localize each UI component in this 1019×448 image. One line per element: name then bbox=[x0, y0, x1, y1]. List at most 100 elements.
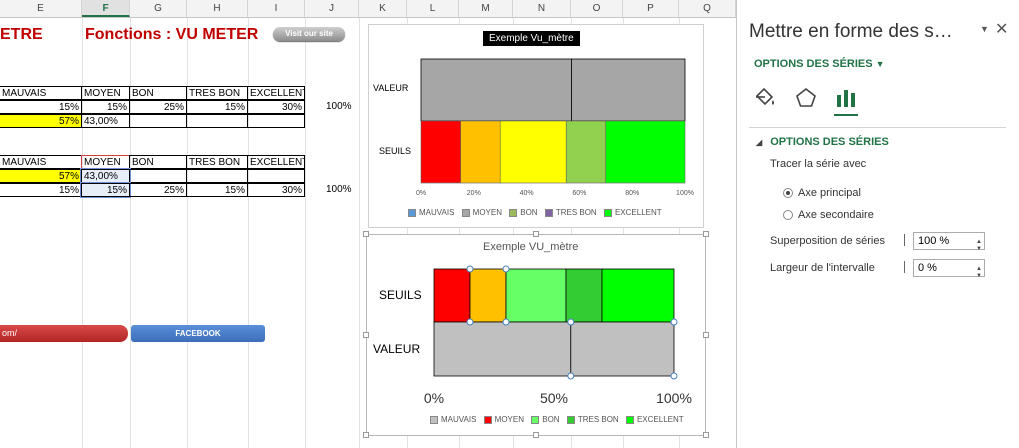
column-header-m[interactable]: M bbox=[459, 0, 513, 17]
table2-total[interactable]: 100% bbox=[326, 184, 352, 195]
column-header-q[interactable]: Q bbox=[679, 0, 736, 17]
website-link-button[interactable]: om/ bbox=[0, 325, 128, 342]
resize-handle[interactable] bbox=[703, 231, 709, 237]
table2-cell[interactable]: 15% bbox=[186, 183, 248, 197]
bar-chart-icon[interactable] bbox=[834, 86, 858, 110]
chart2-selection-handle bbox=[466, 265, 474, 273]
spin-down-icon: ▼ bbox=[976, 246, 982, 252]
table1-cell[interactable] bbox=[247, 114, 305, 128]
column-header-e[interactable]: E bbox=[0, 0, 82, 17]
axis-primary-radio[interactable] bbox=[783, 188, 793, 198]
chevron-down-icon: ▼ bbox=[875, 59, 885, 69]
table1-cell[interactable] bbox=[186, 114, 248, 128]
resize-handle[interactable] bbox=[533, 432, 539, 438]
axis-secondary-radio[interactable] bbox=[783, 210, 793, 220]
table2-header[interactable]: EXCELLENT bbox=[247, 155, 305, 169]
column-header-p[interactable]: P bbox=[623, 0, 679, 17]
axis-secondary-label[interactable]: Axe secondaire bbox=[798, 209, 874, 221]
sheet-title: Fonctions : VU METER bbox=[85, 26, 259, 43]
chart1-legend-entry: EXCELLENT bbox=[599, 208, 662, 217]
resize-handle[interactable] bbox=[533, 231, 539, 237]
chart1-bar-seuils bbox=[499, 120, 567, 184]
series-options-dropdown[interactable]: OPTIONS DES SÉRIES ▼ bbox=[754, 58, 885, 70]
table1-header[interactable]: MOYEN bbox=[81, 86, 130, 100]
resize-handle[interactable] bbox=[703, 432, 709, 438]
chart1-legend: MAUVAIS MOYEN BON TRES BON EXCELLENT bbox=[403, 208, 662, 217]
column-header-o[interactable]: O bbox=[571, 0, 623, 17]
resize-handle[interactable] bbox=[363, 332, 369, 338]
table1-header[interactable]: MAUVAIS bbox=[0, 86, 82, 100]
column-header-f[interactable]: F bbox=[82, 0, 130, 17]
chart2-bar-seuils bbox=[565, 268, 603, 323]
chart2-legend-entry: TRES BON bbox=[562, 415, 619, 424]
chart2-title: Exemple VU_mètre bbox=[483, 241, 579, 253]
chart2-selection-handle bbox=[567, 372, 575, 380]
table1-header[interactable]: BON bbox=[129, 86, 187, 100]
chart1-bar-seuils bbox=[420, 120, 461, 184]
table2-cell-value[interactable]: 57% bbox=[0, 169, 82, 183]
chart2-legend: MAUVAIS MOYEN BON TRES BON EXCELLENT bbox=[425, 415, 684, 424]
column-header-l[interactable]: L bbox=[407, 0, 459, 17]
table1-cell-value[interactable]: 43,00% bbox=[81, 114, 130, 128]
chart-2[interactable]: Exemple VU_mètre SEUILS VALEUR 0% 50% 100%… bbox=[366, 234, 706, 436]
table1-cell[interactable]: 30% bbox=[247, 100, 305, 114]
section-header[interactable]: ◢ OPTIONS DES SÉRIES bbox=[756, 136, 889, 148]
table2-cell[interactable] bbox=[186, 169, 248, 183]
table1-header[interactable]: TRES BON bbox=[186, 86, 248, 100]
table1-cell[interactable]: 15% bbox=[0, 100, 82, 114]
table1-cell-value[interactable]: 57% bbox=[0, 114, 82, 128]
table2-header[interactable]: TRES BON bbox=[186, 155, 248, 169]
chart2-legend-entry: EXCELLENT bbox=[621, 415, 684, 424]
axis-primary-label[interactable]: Axe principal bbox=[798, 187, 861, 199]
resize-handle[interactable] bbox=[363, 231, 369, 237]
close-icon[interactable]: ✕ bbox=[995, 21, 1009, 38]
chart-1[interactable]: Exemple Vu_mètre VALEUR SEUILS 0% 20% 40% 6… bbox=[368, 24, 704, 228]
table2-header[interactable]: MOYEN bbox=[81, 155, 130, 169]
chart2-bar-seuils bbox=[469, 268, 507, 323]
column-header-h[interactable]: H bbox=[187, 0, 248, 17]
resize-handle[interactable] bbox=[703, 332, 709, 338]
table2-header[interactable]: BON bbox=[129, 155, 187, 169]
column-header-j[interactable]: J bbox=[305, 0, 359, 17]
facebook-button[interactable]: FACEBOOK bbox=[131, 325, 265, 342]
table1-header[interactable]: EXCELLENT bbox=[247, 86, 305, 100]
visit-site-button[interactable]: Visit our site bbox=[273, 27, 345, 41]
pentagon-icon[interactable] bbox=[794, 86, 818, 110]
table2-cell[interactable]: 25% bbox=[129, 183, 187, 197]
pane-options-arrow-icon[interactable]: ▼ bbox=[980, 24, 989, 34]
column-header-row: E F G H I J K L M N O P Q bbox=[0, 0, 736, 18]
column-header-g[interactable]: G bbox=[130, 0, 187, 17]
table1-cell[interactable]: 15% bbox=[186, 100, 248, 114]
table2-cell[interactable] bbox=[247, 169, 305, 183]
resize-handle[interactable] bbox=[363, 432, 369, 438]
chart1-category-label: VALEUR bbox=[373, 83, 409, 93]
table2-cell[interactable]: 15% bbox=[80, 182, 131, 198]
chart1-legend-entry: TRES BON bbox=[540, 208, 597, 217]
table1-cell[interactable] bbox=[129, 114, 187, 128]
series-overlap-stepper[interactable]: 100 % ▲ ▼ bbox=[913, 232, 985, 252]
sheet-title-left: ETRE bbox=[0, 26, 43, 43]
chart2-selection-handle bbox=[502, 318, 510, 326]
table2-cell[interactable]: 15% bbox=[0, 183, 82, 197]
table2-cell-value[interactable]: 43,00% bbox=[80, 168, 131, 184]
chart1-tick-label: 60% bbox=[572, 190, 586, 197]
gap-slider-mark[interactable] bbox=[904, 261, 909, 273]
table2-header[interactable]: MAUVAIS bbox=[0, 155, 82, 169]
chart2-bar-seuils bbox=[601, 268, 675, 323]
column-header-k[interactable]: K bbox=[359, 0, 407, 17]
gap-width-stepper[interactable]: 0 % ▲ ▼ bbox=[913, 259, 985, 279]
paint-bucket-icon[interactable] bbox=[753, 86, 777, 110]
pane-title: Mettre en forme des s… bbox=[749, 21, 953, 42]
table2-cell[interactable]: 30% bbox=[247, 183, 305, 197]
chart2-tick-label: 100% bbox=[656, 390, 692, 406]
table1-cell[interactable]: 25% bbox=[129, 100, 187, 114]
chart1-tick-label: 40% bbox=[520, 190, 534, 197]
table1-cell[interactable]: 15% bbox=[81, 100, 130, 114]
column-header-n[interactable]: N bbox=[513, 0, 571, 17]
chart2-bar-seuils bbox=[505, 268, 567, 323]
table1-total[interactable]: 100% bbox=[326, 101, 352, 112]
chart2-selection-handle bbox=[670, 372, 678, 380]
column-header-i[interactable]: I bbox=[248, 0, 305, 17]
overlap-slider-mark[interactable] bbox=[904, 234, 909, 246]
table2-cell[interactable] bbox=[129, 169, 187, 183]
